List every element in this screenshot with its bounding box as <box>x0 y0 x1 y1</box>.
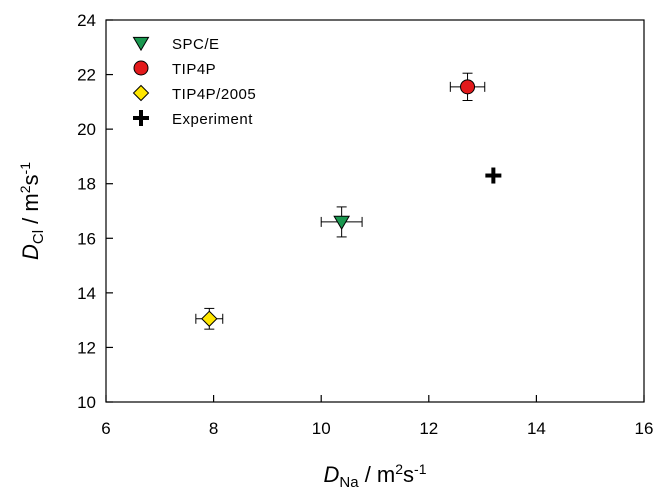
axis-title-part: / m <box>18 193 43 230</box>
data-point-marker <box>485 167 502 184</box>
axis-title-part: / m <box>359 462 396 487</box>
legend-marker <box>133 60 149 76</box>
legend-label: SPC/E <box>172 36 220 53</box>
x-tick-label: 10 <box>312 419 331 438</box>
data-point-group <box>195 307 224 330</box>
axis-title-part: D <box>18 244 43 260</box>
x-tick-label: 6 <box>101 419 110 438</box>
plot-frame <box>105 19 645 403</box>
x-tick-label: 16 <box>635 419 653 438</box>
data-point-group <box>320 206 363 238</box>
legend-marker <box>132 36 150 52</box>
axis-title-part: Na <box>339 474 359 491</box>
data-point-marker <box>333 215 351 231</box>
legend-marker <box>132 84 150 102</box>
data-point-group <box>449 72 486 101</box>
plus-vertical-bar <box>491 167 496 184</box>
data-point-group <box>485 167 502 184</box>
x-axis-title: DNa / m2s-1 <box>324 461 427 491</box>
x-tick-label: 14 <box>527 419 546 438</box>
y-axis-title: DCl / m2s-1 <box>17 162 47 260</box>
y-tick-label: 12 <box>77 338 96 357</box>
axis-title-part: Cl <box>30 230 47 244</box>
x-tick-label: 12 <box>419 419 438 438</box>
legend-marker <box>133 110 149 126</box>
y-tick-label: 20 <box>77 120 96 139</box>
axis-title-part: 2 <box>395 461 403 477</box>
data-point-marker <box>201 310 218 327</box>
y-tick-label: 18 <box>77 175 96 194</box>
y-tick-label: 16 <box>77 229 96 248</box>
axis-title-part: -1 <box>414 461 427 477</box>
axis-title-part: -1 <box>17 162 33 175</box>
axis-title-part: s <box>18 174 43 185</box>
data-point-marker <box>460 79 476 95</box>
axis-title-part: s <box>403 462 414 487</box>
legend-label: TIP4P/2005 <box>172 86 256 103</box>
y-tick-label: 14 <box>77 284 96 303</box>
legend-entry: Experiment <box>133 110 253 128</box>
legend-entry: TIP4P <box>133 60 216 78</box>
legend-entry: TIP4P/2005 <box>132 84 256 103</box>
legend-label: TIP4P <box>172 61 216 78</box>
x-tick-label: 8 <box>209 419 218 438</box>
y-tick-label: 22 <box>77 66 96 85</box>
plus-vertical-bar <box>139 110 143 126</box>
axis-title-part: D <box>324 462 340 487</box>
y-tick-label: 10 <box>77 393 96 412</box>
legend-entry: SPC/E <box>132 36 220 53</box>
axis-title-part: 2 <box>17 185 33 193</box>
legend-label: Experiment <box>172 111 253 128</box>
y-tick-label: 24 <box>77 11 96 30</box>
